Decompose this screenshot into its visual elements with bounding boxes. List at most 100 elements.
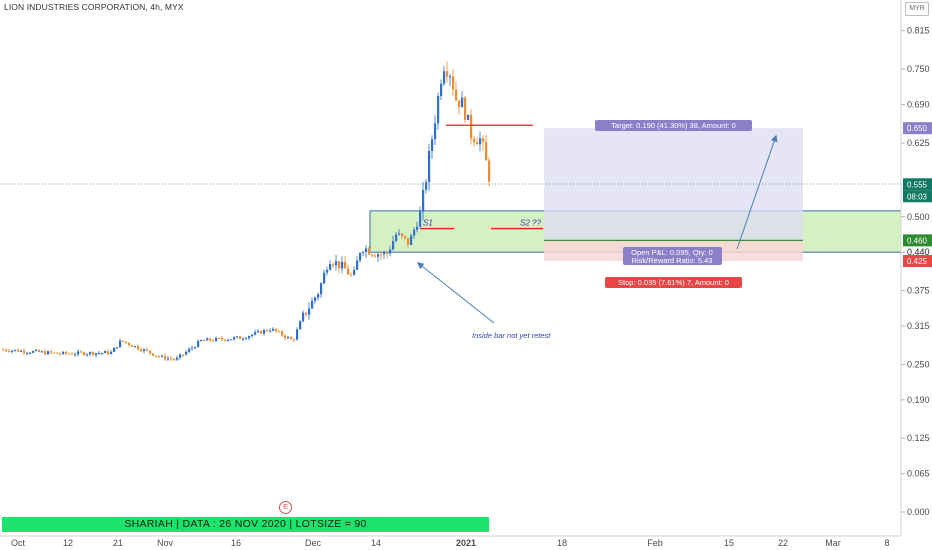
candle-up [329, 264, 332, 270]
earnings-event-icon[interactable]: E [279, 501, 292, 514]
y-tick-label: 0.500 [907, 212, 930, 222]
candle-up [320, 283, 323, 295]
candle-down [239, 336, 242, 340]
candle-up [383, 252, 386, 255]
candle-down [221, 338, 224, 340]
candle-up [233, 337, 236, 340]
candle-down [455, 89, 458, 101]
candle-down [182, 354, 185, 356]
candle-up [311, 300, 314, 309]
candle-down [65, 351, 68, 354]
currency-button[interactable]: MYR [905, 2, 929, 16]
candle-up [26, 352, 29, 354]
x-tick-label: 18 [557, 538, 567, 548]
candle-up [185, 351, 188, 355]
target-price-flag-bg [903, 122, 932, 135]
candle-down [332, 264, 335, 266]
candle-up [269, 330, 272, 332]
candle-up [443, 71, 446, 84]
last-price-flag: 0.555 [907, 180, 928, 189]
candle-up [14, 349, 17, 351]
candle-down [404, 236, 407, 238]
candle-up [479, 138, 482, 145]
candle-down [347, 268, 350, 275]
candle-up [245, 338, 248, 340]
candle-down [149, 350, 152, 354]
candle-up [335, 261, 338, 266]
candle-up [353, 269, 356, 275]
candle-up [242, 338, 245, 340]
candle-up [326, 269, 329, 273]
candle-down [23, 350, 26, 353]
candle-down [401, 233, 404, 237]
candle-up [425, 182, 428, 190]
candle-down [164, 355, 167, 360]
candle-up [251, 334, 254, 337]
candle-down [368, 248, 371, 255]
candle-up [47, 351, 50, 355]
candle-down [68, 353, 71, 355]
y-tick-label: 0.125 [907, 433, 930, 443]
candle-down [224, 339, 227, 341]
candle-down [218, 337, 221, 339]
candle-down [446, 71, 449, 77]
target-label-bg [595, 120, 752, 131]
stop-level-label: 0.440 [907, 247, 930, 257]
candle-down [290, 337, 293, 340]
candle-up [392, 241, 395, 250]
candle-up [86, 354, 89, 356]
candle-down [17, 349, 20, 352]
candle-down [140, 349, 143, 352]
candle-up [161, 355, 164, 357]
candle-down [476, 142, 479, 145]
stop-price-flag: 0.425 [907, 257, 928, 266]
candle-up [230, 339, 233, 341]
candle-down [146, 349, 149, 351]
candle-down [92, 352, 95, 356]
candle-up [95, 353, 98, 356]
y-tick-label: 0.815 [907, 26, 930, 36]
stop-price-flag-bg [903, 255, 932, 268]
candle-down [284, 335, 287, 339]
candle-down [371, 254, 374, 256]
candle-down [137, 346, 140, 350]
candle-up [20, 350, 23, 352]
candle-down [56, 352, 59, 354]
candle-up [11, 350, 14, 352]
candle-down [152, 353, 155, 356]
rr-label: Risk/Reward Ratio: 5.43 [632, 256, 713, 265]
candle-up [296, 329, 299, 340]
candle-up [29, 352, 32, 354]
candle-down [131, 345, 134, 347]
candle-down [203, 340, 206, 342]
candle-up [317, 294, 320, 298]
x-tick-label: Feb [647, 538, 663, 548]
target-arrow[interactable] [736, 134, 778, 250]
candle-up [395, 234, 398, 242]
annotation-text: Inside bar not yet retest [472, 331, 551, 340]
candle-up [362, 251, 365, 254]
candle-up [416, 226, 419, 230]
stop-label-bg [605, 277, 742, 288]
candle-down [458, 100, 461, 108]
y-tick-label: 0.625 [907, 138, 930, 148]
x-tick-label: 16 [231, 538, 241, 548]
candle-up [359, 253, 362, 261]
candle-down [281, 331, 284, 336]
candle-up [191, 347, 194, 349]
y-tick-label: 0.440 [907, 247, 930, 257]
y-tick-label: 0.690 [907, 100, 930, 110]
candle-down [80, 351, 83, 353]
candle-down [470, 114, 473, 139]
candle-up [98, 353, 101, 355]
candle-down [350, 274, 353, 276]
x-tick-label: 2021 [456, 538, 476, 548]
chart-title: LION INDUSTRIES CORPORATION, 4h, MYX [4, 2, 184, 12]
annotation-arrow[interactable] [416, 262, 495, 324]
candle-down [122, 340, 125, 342]
candle-up [398, 233, 401, 235]
candle-up [74, 354, 77, 356]
candle-up [461, 97, 464, 108]
candle-up [302, 312, 305, 322]
